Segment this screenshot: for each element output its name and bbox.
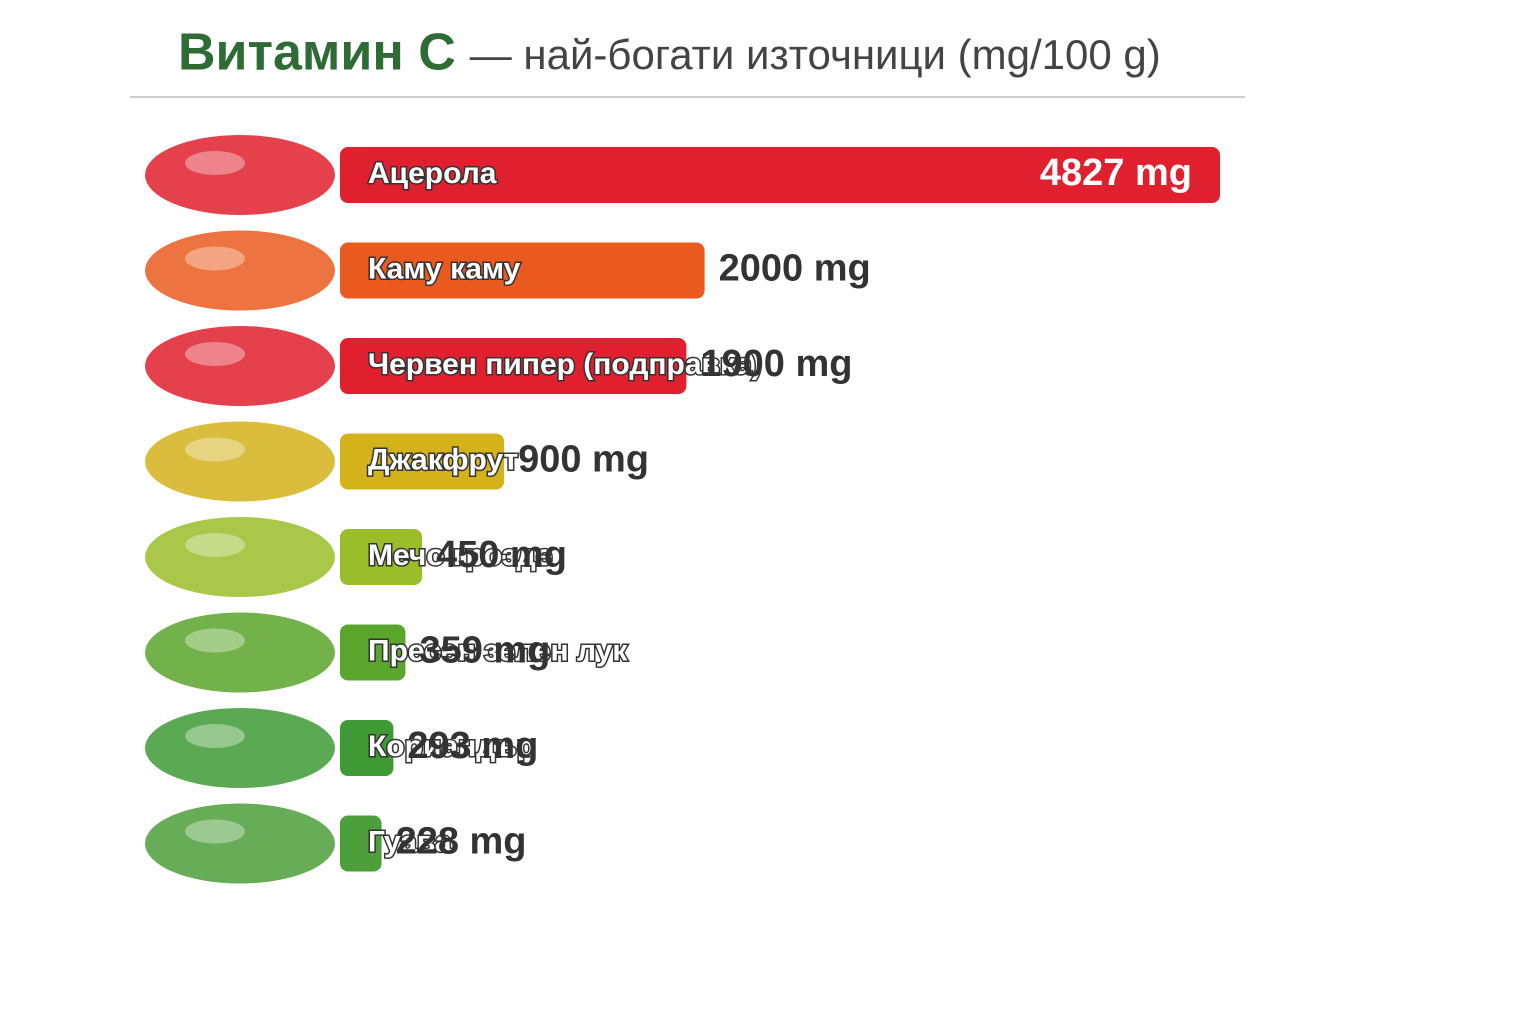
category-label: Ацерола	[368, 157, 497, 190]
value-label: 293 mg	[407, 725, 538, 767]
value-label: 900 mg	[518, 439, 649, 481]
food-icon	[145, 135, 335, 215]
category-label: Гуава	[368, 825, 452, 858]
food-icon-highlight	[185, 437, 245, 462]
bar	[340, 338, 687, 394]
chart-title: Витамин C	[178, 24, 456, 82]
food-icon	[145, 708, 335, 788]
chart-subtitle: — най-богати източници (mg/100 g)	[470, 31, 1161, 78]
bar	[340, 624, 406, 681]
category-label: Джакфрут	[368, 443, 518, 476]
bar	[340, 529, 423, 585]
category-label: Червен пипер (подправка)	[368, 348, 762, 381]
bar	[340, 433, 505, 490]
category-label: Пресен зелен лук	[368, 634, 628, 667]
food-icon-highlight	[185, 724, 245, 748]
food-icon	[145, 803, 335, 884]
bar	[340, 147, 1220, 203]
value-label: 228 mg	[396, 821, 527, 863]
food-icon-highlight	[185, 342, 245, 366]
food-icon-highlight	[185, 151, 245, 175]
food-icon	[145, 230, 335, 311]
category-label: Кориандър	[368, 730, 535, 763]
food-icon-highlight	[185, 819, 245, 844]
value-label: 359 mg	[419, 630, 550, 672]
food-icon-highlight	[185, 533, 245, 557]
food-icon	[145, 517, 335, 597]
food-icon-highlight	[185, 246, 245, 271]
food-icon	[145, 326, 335, 406]
value-label: 4827 mg	[1040, 152, 1192, 194]
value-label: 2000 mg	[719, 248, 871, 290]
food-icon	[145, 421, 335, 502]
category-label: Каму каму	[368, 252, 521, 285]
bar	[340, 815, 382, 872]
food-icon	[145, 612, 335, 693]
value-label: 1900 mg	[700, 343, 852, 385]
bar	[340, 242, 705, 299]
food-icon-highlight	[185, 628, 245, 653]
bar	[340, 720, 394, 776]
value-label: 450 mg	[436, 534, 567, 576]
category-label: Мечо грозде	[368, 539, 552, 572]
